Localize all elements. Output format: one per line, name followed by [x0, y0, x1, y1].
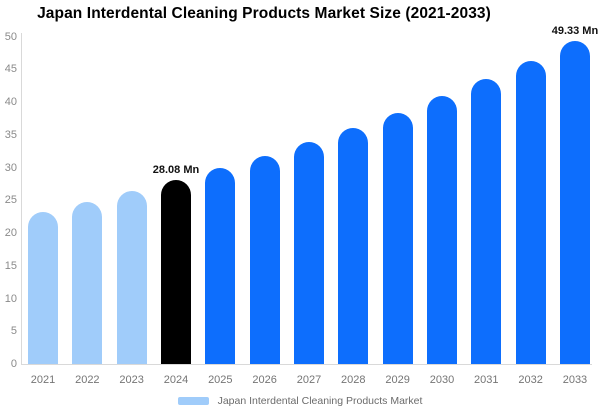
- x-axis-label-2028: 2028: [341, 374, 366, 386]
- chart-title: Japan Interdental Cleaning Products Mark…: [37, 5, 491, 22]
- bar-2032[interactable]: [515, 60, 546, 364]
- bar-2033[interactable]: [559, 41, 590, 364]
- y-axis-tick-label-0: 0: [10, 358, 17, 370]
- legend-label: Japan Interdental Cleaning Products Mark…: [217, 395, 423, 407]
- x-axis-label-2032: 2032: [518, 374, 543, 386]
- y-axis-tick-label-50: 50: [4, 30, 17, 43]
- bar-2031[interactable]: [471, 79, 502, 364]
- legend: Japan Interdental Cleaning Products Mark…: [0, 395, 600, 407]
- x-axis-label-2033: 2033: [562, 374, 588, 386]
- bar-2028[interactable]: [338, 127, 369, 364]
- legend-item[interactable]: Japan Interdental Cleaning Products Mark…: [177, 395, 423, 407]
- x-axis-label-2025: 2025: [208, 374, 233, 386]
- x-axis-label-2024: 2024: [163, 374, 189, 386]
- x-axis-label-2029: 2029: [385, 374, 410, 386]
- bar-2027[interactable]: [293, 142, 324, 364]
- y-axis-tick-label-40: 40: [4, 96, 17, 109]
- y-axis-line: [21, 33, 22, 364]
- y-axis-tick-label-20: 20: [4, 227, 17, 240]
- x-axis-label-2026: 2026: [252, 374, 277, 386]
- x-axis-label-2022: 2022: [75, 374, 100, 386]
- x-axis-label-2031: 2031: [474, 374, 499, 386]
- bar-2029[interactable]: [382, 112, 413, 364]
- bar-2024[interactable]: [160, 180, 191, 364]
- x-axis-label-2021: 2021: [30, 374, 56, 386]
- x-axis-line: [21, 364, 592, 365]
- legend-swatch-icon: [177, 397, 209, 405]
- bar-2021[interactable]: [28, 211, 58, 364]
- y-axis-tick-label-15: 15: [4, 259, 17, 272]
- data-label-2024: 28.08 Mn: [152, 164, 200, 177]
- y-axis-tick-label-5: 5: [10, 325, 17, 338]
- x-axis-label-2027: 2027: [296, 374, 322, 386]
- bar-2023[interactable]: [116, 191, 147, 364]
- bar-2025[interactable]: [205, 168, 236, 364]
- y-axis-tick-label-30: 30: [4, 161, 17, 174]
- y-axis-tick-label-45: 45: [4, 63, 17, 76]
- x-axis-label-2023: 2023: [119, 374, 144, 386]
- bar-2030[interactable]: [426, 96, 457, 364]
- x-axis-label-2030: 2030: [429, 374, 455, 386]
- y-axis-tick-label-10: 10: [4, 292, 17, 305]
- y-axis-tick-label-25: 25: [4, 194, 17, 207]
- bar-2026[interactable]: [249, 155, 280, 364]
- data-label-2033: 49.33 Mn: [551, 25, 599, 38]
- bar-2022[interactable]: [72, 201, 103, 364]
- y-axis-tick-label-35: 35: [4, 128, 17, 141]
